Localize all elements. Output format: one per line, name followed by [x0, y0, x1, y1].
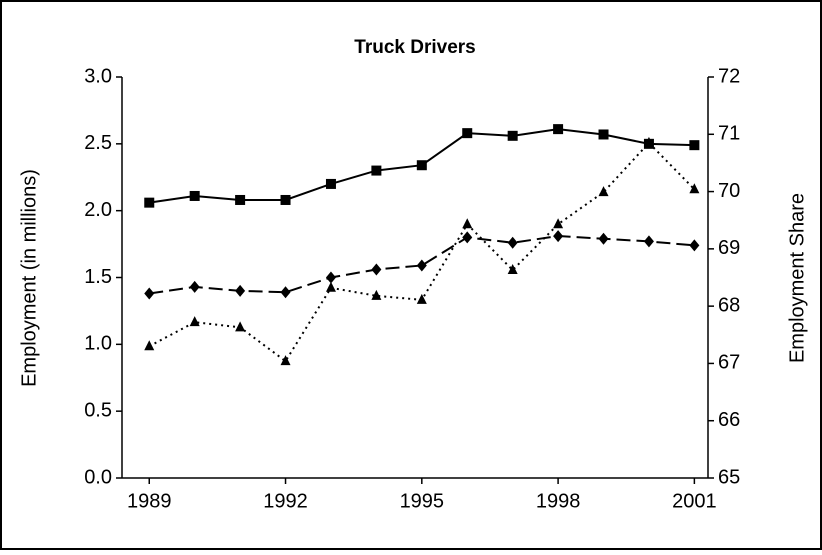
x-tick-label: 1998 — [536, 490, 581, 512]
y-tick-label: 0.5 — [84, 399, 112, 421]
marker — [416, 160, 427, 171]
marker — [144, 197, 155, 208]
y2-tick-label: 70 — [718, 180, 740, 202]
marker — [144, 340, 155, 351]
y2-tick-label: 66 — [718, 409, 740, 431]
marker — [280, 286, 291, 299]
marker — [553, 230, 564, 243]
marker — [416, 259, 427, 272]
x-tick-label: 1992 — [263, 490, 308, 512]
marker — [689, 239, 700, 252]
marker — [280, 355, 291, 366]
marker — [507, 130, 518, 141]
marker — [689, 140, 700, 151]
y2-axis-label: Employment Share — [786, 193, 808, 363]
marker — [553, 218, 564, 229]
x-tick-label: 1995 — [400, 490, 445, 512]
marker — [325, 178, 336, 189]
y-tick-label: 2.0 — [84, 199, 112, 221]
y-tick-label: 2.5 — [84, 132, 112, 154]
marker — [235, 284, 246, 297]
marker — [144, 287, 155, 300]
marker — [235, 194, 246, 205]
marker — [553, 124, 564, 135]
marker — [507, 264, 518, 275]
y2-tick-label: 69 — [718, 237, 740, 259]
marker — [643, 235, 654, 248]
y2-tick-label: 71 — [718, 123, 740, 145]
marker — [462, 128, 473, 139]
marker — [189, 190, 200, 201]
marker — [462, 218, 473, 229]
marker — [189, 280, 200, 293]
marker — [371, 263, 382, 276]
marker — [507, 236, 518, 249]
marker — [643, 136, 654, 147]
marker — [689, 183, 700, 194]
y-tick-label: 3.0 — [84, 65, 112, 87]
y-axis-label: Employment (in millions) — [18, 169, 40, 387]
marker — [280, 194, 291, 205]
x-tick-label: 1989 — [127, 490, 172, 512]
marker — [598, 186, 609, 197]
y2-tick-label: 65 — [718, 466, 740, 488]
marker — [371, 165, 382, 176]
marker — [598, 129, 609, 140]
marker — [325, 281, 336, 292]
marker — [325, 271, 336, 284]
marker — [189, 316, 200, 327]
marker — [416, 293, 427, 304]
chart-title: Truck Drivers — [354, 37, 475, 58]
marker — [235, 321, 246, 332]
y-tick-label: 0.0 — [84, 466, 112, 488]
y2-tick-label: 68 — [718, 294, 740, 316]
marker — [371, 289, 382, 300]
y2-tick-label: 67 — [718, 352, 740, 374]
marker — [598, 232, 609, 245]
y-tick-label: 1.5 — [84, 266, 112, 288]
y-tick-label: 1.0 — [84, 333, 112, 355]
y2-tick-label: 72 — [718, 65, 740, 87]
x-tick-label: 2001 — [672, 490, 717, 512]
marker — [462, 231, 473, 244]
